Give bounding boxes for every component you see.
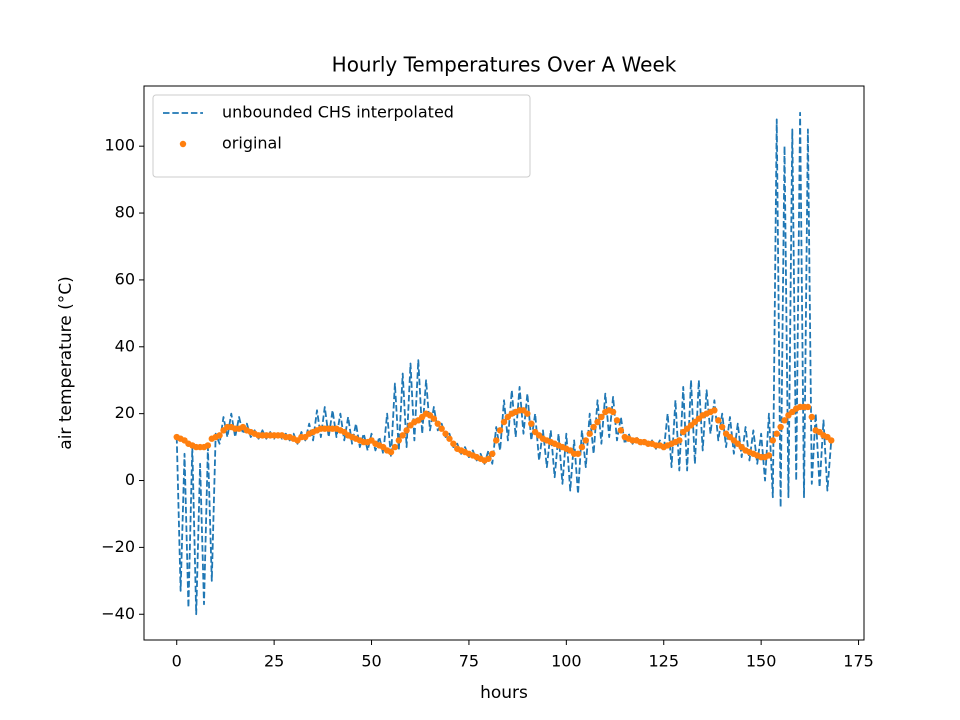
data-point — [617, 427, 625, 434]
data-point — [399, 432, 406, 439]
data-point — [216, 432, 223, 439]
x-axis-label: hours — [480, 683, 528, 703]
plot-area — [173, 111, 835, 616]
data-point — [676, 437, 683, 444]
data-point — [528, 420, 535, 427]
data-point — [438, 425, 445, 432]
data-point — [781, 417, 788, 424]
data-point — [609, 408, 617, 416]
data-point — [500, 418, 508, 426]
y-tick-label: 40 — [115, 336, 135, 355]
data-point — [804, 403, 812, 411]
data-point — [773, 430, 780, 437]
data-point — [489, 450, 496, 457]
data-point — [204, 442, 212, 449]
data-point — [442, 430, 449, 437]
x-tick-label: 125 — [648, 652, 679, 671]
data-point — [485, 455, 492, 462]
x-tick-label: 150 — [746, 652, 777, 671]
legend-label: unbounded CHS interpolated — [222, 103, 454, 122]
legend-marker — [179, 140, 187, 148]
x-tick-label: 50 — [361, 652, 381, 671]
legend-box — [152, 94, 531, 178]
y-tick-label: 100 — [104, 136, 135, 155]
data-point — [496, 427, 504, 434]
data-point — [434, 420, 441, 427]
chart-title: Hourly Temperatures Over A Week — [332, 53, 677, 77]
data-point — [808, 413, 815, 421]
plot-frame — [143, 85, 865, 641]
data-point — [828, 437, 835, 444]
x-tick-label: 25 — [264, 652, 284, 671]
legend-label: original — [222, 134, 282, 153]
data-point — [769, 437, 777, 444]
data-point — [493, 437, 500, 444]
y-tick-label: −40 — [101, 604, 135, 623]
legend: unbounded CHS interpolated original — [152, 94, 531, 178]
data-point — [391, 443, 399, 451]
x-tick-label: 100 — [551, 652, 582, 671]
data-point — [395, 437, 403, 444]
data-point — [613, 417, 621, 424]
data-point — [446, 435, 453, 442]
data-point — [524, 410, 531, 417]
data-point — [594, 418, 601, 426]
data-point — [715, 417, 722, 424]
y-tick-label: 20 — [115, 403, 135, 422]
data-point — [590, 423, 597, 431]
x-tick-label: 75 — [459, 652, 479, 671]
data-point — [718, 423, 726, 431]
x-tick-label: 175 — [843, 652, 874, 671]
data-point — [450, 440, 457, 447]
line-series — [175, 111, 833, 616]
data-point — [582, 437, 590, 444]
data-point — [430, 415, 438, 422]
data-point — [711, 407, 718, 414]
data-point — [578, 443, 586, 451]
y-tick-label: −20 — [101, 537, 135, 556]
data-point — [586, 430, 593, 437]
data-point — [598, 413, 605, 421]
y-axis-label: air temperature (°C) — [56, 276, 76, 449]
x-tick-label: 0 — [172, 652, 182, 671]
y-tick-label: 80 — [115, 203, 135, 222]
data-point — [387, 448, 395, 456]
y-tick-label: 0 — [125, 470, 135, 489]
data-point — [777, 423, 784, 431]
data-point — [765, 452, 773, 459]
y-tick-label: 60 — [115, 269, 135, 288]
data-point — [574, 450, 582, 457]
data-point — [403, 427, 410, 434]
